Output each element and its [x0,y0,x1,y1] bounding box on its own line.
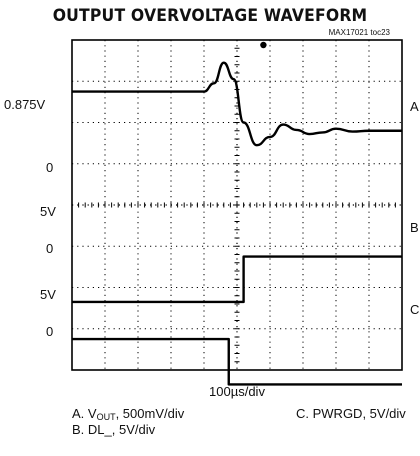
doc-id: MAX17021 toc23 [328,28,390,37]
time-base-label: 100µs/div [209,384,265,399]
trace-a-marker: A [410,99,419,114]
legend-c: C. PWRGD, 5V/div [296,406,406,421]
legend-b: B. DL_, 5V/div [72,422,156,437]
trigger-marker [260,41,267,49]
channel-a-level-label: 0.875V [4,97,46,112]
trace-c-marker: C [410,302,420,317]
trace-a [72,61,402,147]
channel-c-level-label: 5V [40,287,56,302]
trace-c [72,337,402,386]
chart-title: OUTPUT OVERVOLTAGE WAVEFORM [52,6,368,26]
legend-a-prefix: A. V [72,406,97,421]
legend-a-suffix: , 500mV/div [115,406,185,421]
scope-grid [71,39,403,371]
channel-c-zero-label: 0 [46,324,54,339]
trace-b [72,255,402,304]
channel-b-zero-label: 0 [46,241,54,256]
legend-a-subscript: OUT [96,412,116,422]
legend-a: A. VOUT, 500mV/div [72,406,184,422]
trace-b-marker: B [410,220,419,235]
channel-a-zero-label: 0 [46,160,54,175]
channel-b-level-label: 5V [40,204,56,219]
scope-traces [72,61,402,386]
